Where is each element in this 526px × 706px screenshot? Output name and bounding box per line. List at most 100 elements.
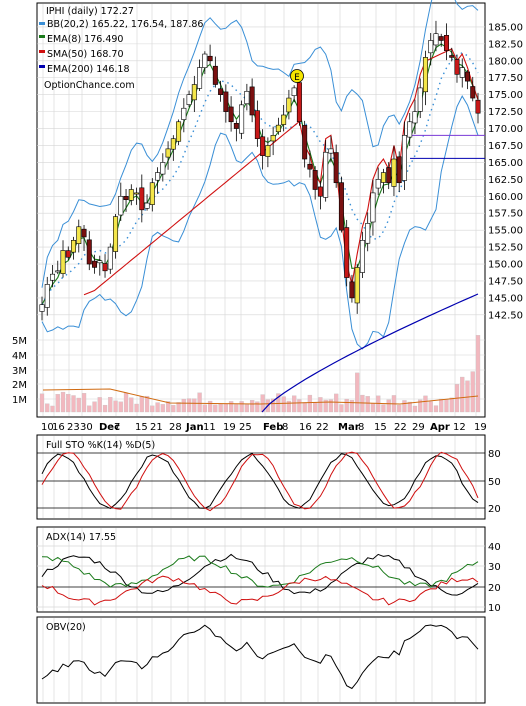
x-tick-label: 19 xyxy=(474,422,487,433)
price-tick-label: 160.00 xyxy=(488,192,523,203)
volume-bar xyxy=(318,397,323,413)
volume-bar xyxy=(118,401,123,413)
volume-bar xyxy=(197,392,202,413)
candle-body xyxy=(155,172,161,181)
volume-bar xyxy=(270,398,276,413)
x-tick-label: 28 xyxy=(169,422,182,433)
volume-bar xyxy=(418,399,423,413)
candle-body xyxy=(123,196,129,200)
candle-body xyxy=(354,267,360,304)
candle-body xyxy=(302,125,308,160)
x-tick-label: 16 xyxy=(52,422,65,433)
legend-sma50: SMA(50) 168.70 xyxy=(47,49,124,60)
candle-body xyxy=(464,71,470,82)
candle-body xyxy=(44,284,50,308)
stoch-level-label: 20 xyxy=(488,504,501,515)
candle-body xyxy=(128,189,134,201)
adx-level-label: 30 xyxy=(488,562,501,573)
volume-bar xyxy=(460,376,465,413)
x-tick-label: Apr xyxy=(430,422,450,433)
price-tick-label: 167.50 xyxy=(488,141,523,152)
x-tick-label: 7 xyxy=(114,422,120,433)
volume-bar xyxy=(355,372,360,413)
candle-body xyxy=(349,281,355,299)
candle-body xyxy=(76,226,82,244)
candle-body xyxy=(470,86,476,99)
x-tick-label: 22 xyxy=(394,422,407,433)
candle-body xyxy=(170,138,176,150)
legend-ema8: EMA(8) 176.490 xyxy=(47,34,123,45)
volume-bar xyxy=(87,405,92,413)
price-tick-label: 185.00 xyxy=(488,22,523,33)
candle-body xyxy=(296,82,302,123)
legend-ema200-swatch xyxy=(39,65,45,68)
legend-sma50-swatch xyxy=(39,50,45,53)
volume-bar xyxy=(249,400,255,413)
volume-bar xyxy=(407,401,412,413)
x-tick-label: 8 xyxy=(358,422,364,433)
candle-body xyxy=(443,35,449,51)
chart-title: IPHI (daily) 172.27 xyxy=(46,6,134,17)
candle-body xyxy=(433,33,439,46)
volume-bar xyxy=(397,404,402,413)
candle-body xyxy=(50,273,56,281)
candle-body xyxy=(65,250,71,258)
candle-body xyxy=(107,246,113,270)
candle-body xyxy=(197,67,203,89)
candle-body xyxy=(365,223,371,244)
volume-bar xyxy=(412,405,418,413)
volume-bar xyxy=(339,404,344,413)
candle-body xyxy=(396,156,402,184)
candle-body xyxy=(233,122,239,129)
obv-title: OBV(20) xyxy=(46,622,86,633)
candle-body xyxy=(160,162,166,175)
volume-bar xyxy=(223,403,229,413)
x-tick-label: Feb xyxy=(263,422,283,433)
candle-body xyxy=(102,263,108,272)
candle-body xyxy=(338,182,344,231)
volume-bar xyxy=(344,398,349,413)
volume-bar xyxy=(60,391,66,413)
candle-body xyxy=(239,104,245,134)
price-tick-label: 147.50 xyxy=(488,276,523,287)
volume-bar xyxy=(328,399,334,413)
candle-body xyxy=(118,195,124,216)
x-tick-label: 29 xyxy=(412,422,425,433)
candle-body xyxy=(359,240,365,273)
candle-body xyxy=(212,65,218,85)
x-tick-label: 15 xyxy=(374,422,387,433)
volume-bar xyxy=(255,401,260,413)
volume-bar xyxy=(66,393,71,413)
candle-body xyxy=(249,86,255,116)
volume-bar xyxy=(97,397,102,413)
price-panel-frame xyxy=(36,2,486,418)
candle-body xyxy=(286,97,292,113)
volume-bar xyxy=(45,403,50,413)
stoch-d-line xyxy=(41,451,479,512)
volume-bar xyxy=(365,396,370,413)
earnings-marker: E xyxy=(290,69,304,83)
candle-body xyxy=(454,59,460,75)
adx-level-label: 10 xyxy=(488,603,501,614)
x-tick-label: Dec xyxy=(99,422,120,433)
stoch-level-label: 50 xyxy=(488,477,501,488)
earnings-circle xyxy=(290,69,304,83)
volume-bar xyxy=(276,393,281,413)
volume-bar xyxy=(186,398,192,413)
volume-bar xyxy=(55,394,60,413)
price-tick-label: 142.50 xyxy=(488,310,523,321)
legend-bb-swatch xyxy=(39,22,45,25)
ema200-line xyxy=(261,293,479,413)
adx-title: ADX(14) 17.55 xyxy=(46,532,116,543)
volume-bar xyxy=(129,397,134,413)
volume-bar xyxy=(475,335,481,413)
candle-body xyxy=(307,163,313,170)
volume-bar xyxy=(202,404,207,413)
candle-body xyxy=(407,121,413,138)
adx-line xyxy=(41,553,479,596)
candle-body xyxy=(202,53,208,69)
candle-body xyxy=(386,167,392,184)
candle-body xyxy=(81,228,87,238)
obv-panel-frame xyxy=(36,616,486,704)
volume-bar xyxy=(239,401,244,413)
